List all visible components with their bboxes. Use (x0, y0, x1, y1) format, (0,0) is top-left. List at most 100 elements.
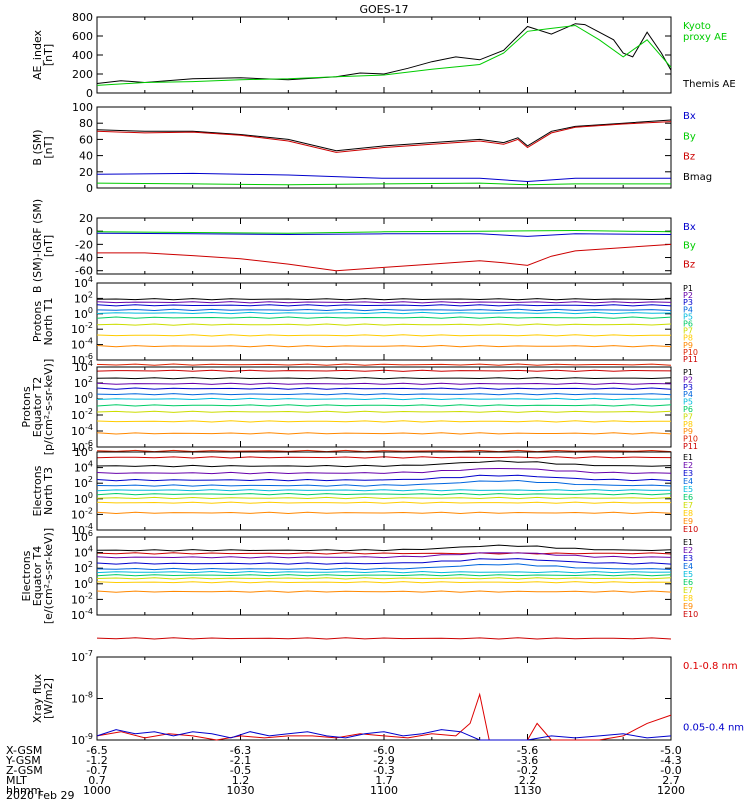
legend-label: P11 (683, 442, 698, 451)
y-axis-label: Equator T2 (31, 377, 44, 437)
legend-label: P2 (683, 291, 693, 300)
y-tick-label: 10-6 (71, 439, 93, 454)
y-tick-label: 104 (74, 460, 93, 475)
legend-label: By (683, 131, 696, 142)
y-tick-label: 40 (79, 150, 93, 163)
legend-label: E8 (683, 594, 693, 603)
series-line (96, 334, 672, 337)
y-axis-label: B (SM)-IGRF (SM) (31, 199, 44, 293)
y-tick-label: 104 (74, 359, 93, 374)
y-tick-label: 106 (74, 444, 93, 459)
footer-mlt: 0.7 (88, 774, 106, 787)
y-axis-label: Electrons (20, 550, 33, 601)
series-line (96, 232, 672, 237)
legend-label: Themis AE (682, 79, 736, 90)
panel-frame (96, 451, 672, 531)
y-tick-label: 80 (79, 117, 93, 130)
legend-label: P11 (683, 355, 698, 364)
series-line (96, 492, 672, 496)
series-line (96, 410, 672, 413)
series-line (97, 243, 672, 272)
legend-label: P1 (683, 284, 693, 293)
series-line (96, 581, 672, 584)
legend-label: E9 (683, 602, 693, 611)
legend-label: proxy AE (683, 32, 727, 43)
series-line (96, 496, 672, 500)
y-tick-label: 800 (72, 11, 93, 24)
series-line (96, 323, 672, 326)
series-line (96, 449, 672, 453)
y-axis-label: AE_index (31, 29, 44, 80)
legend-label: Bx (683, 222, 696, 233)
footer-date: 2020 Feb 29 (6, 789, 74, 800)
series-line (96, 311, 672, 315)
legend-label: E6 (683, 493, 693, 502)
footer-xgsm: -6.0 (373, 744, 394, 757)
y-tick-label: 102 (74, 290, 93, 305)
y-axis-label: Protons (20, 386, 33, 427)
y-tick-label: 0 (86, 182, 93, 195)
legend-label: Kyoto (683, 21, 711, 32)
y-tick-label: 0 (86, 87, 93, 100)
y-tick-label: 10-4 (71, 423, 93, 438)
legend-label: P4 (683, 305, 693, 314)
y-tick-label: 104 (74, 545, 93, 560)
series-line (96, 729, 672, 741)
y-axis-label: [e/(cm²-s-sr-keV)] (42, 528, 55, 624)
series-line (96, 393, 672, 396)
legend-label: E4 (683, 477, 693, 486)
series-line (96, 397, 672, 401)
legend-label: P5 (683, 398, 693, 407)
series-line (96, 382, 672, 385)
legend-label: Bx (683, 111, 696, 122)
series-line (96, 474, 672, 482)
series-line (96, 552, 672, 555)
series-line (96, 387, 672, 390)
footer-ygsm: -2.1 (230, 754, 251, 767)
legend-label: P4 (683, 390, 693, 399)
series-line (96, 119, 672, 152)
footer-zgsm: -0.7 (86, 764, 107, 777)
y-axis-label: B (SM) (31, 129, 44, 165)
y-tick-label: 100 (72, 101, 93, 114)
footer-row-label: MLT (6, 774, 27, 787)
y-tick-label: 200 (72, 68, 93, 81)
y-tick-label: 10-2 (71, 321, 93, 336)
footer-xgsm: -6.3 (230, 744, 251, 757)
y-axis-label: Equator T4 (31, 546, 44, 606)
y-tick-label: 20 (79, 212, 93, 225)
y-tick-label: 10-4 (71, 337, 93, 352)
y-tick-label: -40 (75, 252, 93, 265)
legend-label: P7 (683, 327, 693, 336)
legend-label: P3 (683, 383, 693, 392)
series-line (96, 501, 671, 504)
legend-label: P10 (683, 348, 698, 357)
legend-label: E5 (683, 485, 693, 494)
y-tick-label: 60 (79, 133, 93, 146)
y-tick-label: 102 (74, 375, 93, 390)
series-line (96, 460, 672, 468)
footer-ygsm: -3.6 (517, 754, 538, 767)
legend-label: P9 (683, 341, 693, 350)
footer-zgsm: -0.0 (660, 764, 681, 777)
legend-label: P1 (683, 368, 693, 377)
y-axis-label: [W/m2] (42, 678, 55, 719)
legend-label: E8 (683, 509, 693, 518)
footer-row-label: Y-GSM (5, 754, 41, 767)
legend-label: E7 (683, 501, 693, 510)
footer-mlt: 1.2 (232, 774, 250, 787)
y-tick-label: -20 (75, 238, 93, 251)
series-line (96, 432, 672, 435)
legend-label: E3 (683, 554, 693, 563)
y-tick-label: 400 (72, 49, 93, 62)
footer-ygsm: -1.2 (86, 754, 107, 767)
series-line (96, 479, 672, 487)
series-line (96, 363, 672, 366)
series-line (96, 344, 672, 348)
legend-label: 0.1-0.8 nm (683, 661, 738, 672)
footer-row-label: hhmm (6, 784, 41, 797)
series-line (96, 182, 671, 186)
footer-mlt: 2.7 (662, 774, 680, 787)
legend-label: E10 (683, 525, 698, 534)
